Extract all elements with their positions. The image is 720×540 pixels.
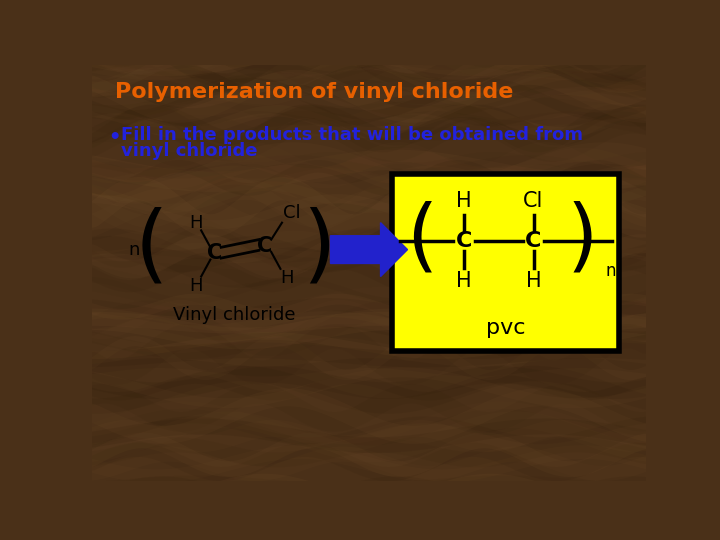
Text: ): ) <box>567 201 598 279</box>
Text: (: ( <box>405 201 437 279</box>
Text: Polymerization of vinyl chloride: Polymerization of vinyl chloride <box>115 82 513 102</box>
Text: H: H <box>526 272 541 292</box>
Text: (: ( <box>135 207 168 289</box>
Text: Vinyl chloride: Vinyl chloride <box>173 306 295 324</box>
Text: Cl: Cl <box>283 205 301 222</box>
Text: Fill in the products that will be obtained from: Fill in the products that will be obtain… <box>121 126 583 144</box>
Bar <box>392 174 619 351</box>
Text: C: C <box>258 236 273 256</box>
Text: H: H <box>456 191 472 211</box>
Text: pvc: pvc <box>486 318 526 338</box>
Text: H: H <box>456 272 472 292</box>
Text: C: C <box>526 232 541 252</box>
Text: H: H <box>189 277 202 295</box>
Text: vinyl chloride: vinyl chloride <box>121 142 258 160</box>
Text: H: H <box>280 269 293 287</box>
Text: H: H <box>189 214 202 232</box>
Text: C: C <box>456 232 472 252</box>
Text: n: n <box>128 241 140 259</box>
Text: Cl: Cl <box>523 191 544 211</box>
Text: C: C <box>207 244 222 264</box>
Text: ): ) <box>302 207 336 289</box>
Text: n: n <box>606 262 616 280</box>
Polygon shape <box>330 222 408 276</box>
Text: •: • <box>109 128 121 147</box>
